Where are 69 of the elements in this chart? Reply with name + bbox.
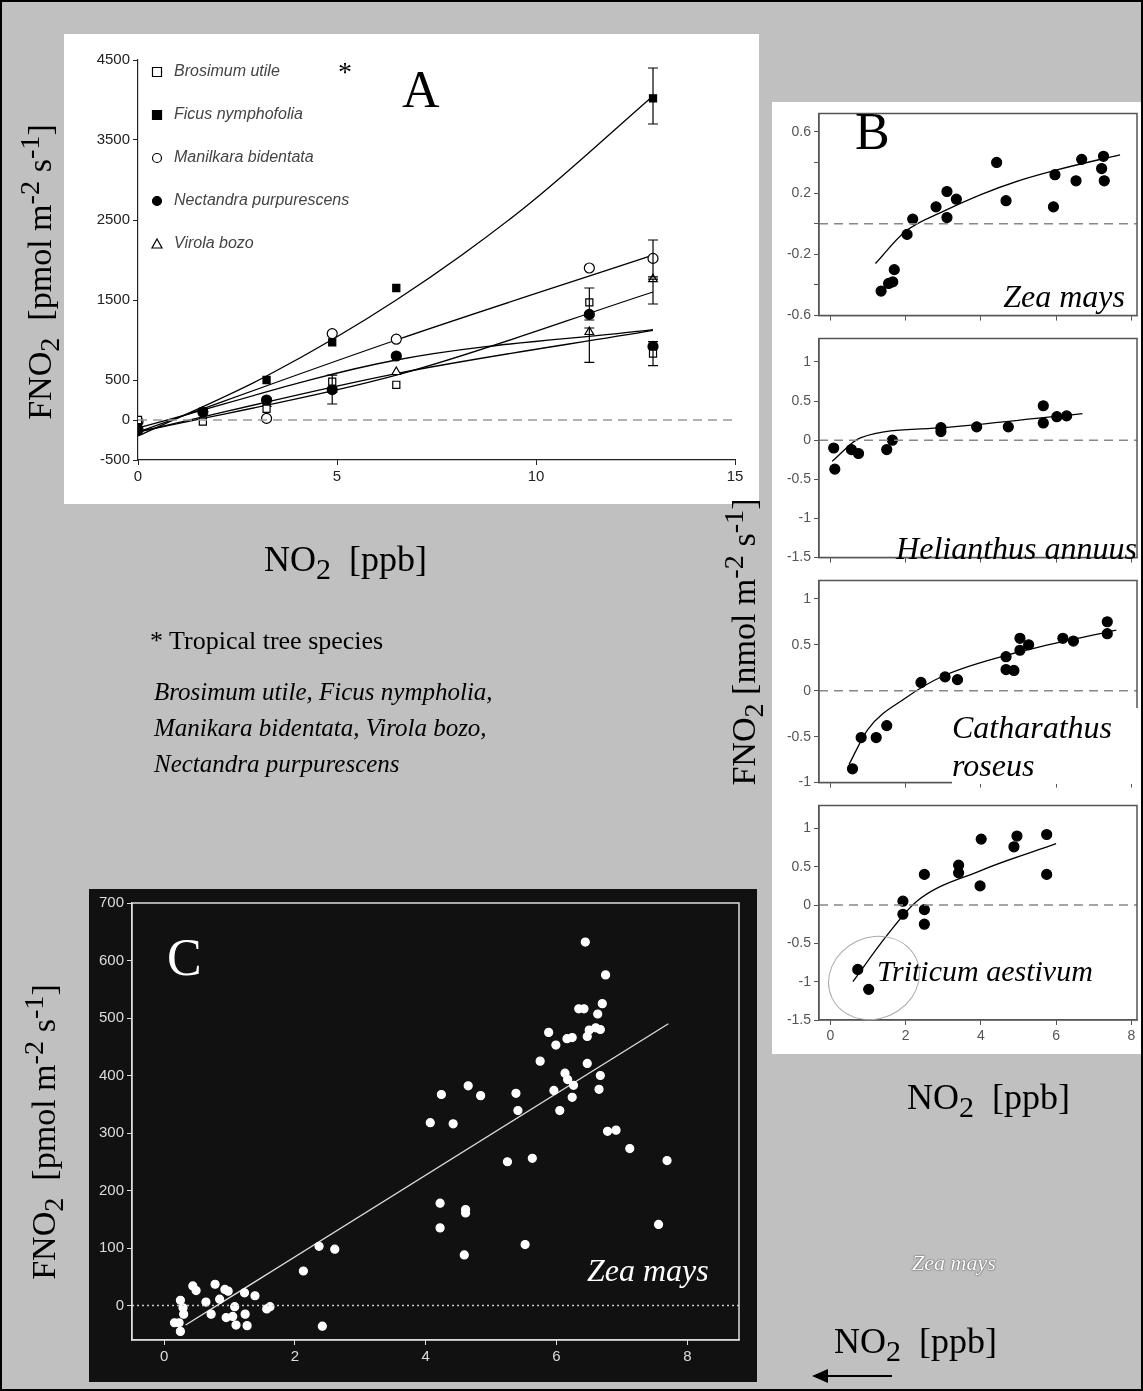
legend-label: Manilkara bidentata (174, 148, 314, 166)
y-tick-label: 0 (121, 410, 130, 428)
x-tick-label: 6 (1052, 1027, 1061, 1044)
x-axis-title: NO$_{2}$ [ppb] (264, 538, 427, 587)
y-tick-label: 200 (98, 1180, 124, 1198)
y-tick-label: 0.5 (791, 635, 812, 652)
x-tick-label: 0 (133, 467, 143, 485)
x-axis-title: NO$_{2}$ [ppb] (834, 1320, 997, 1369)
annotation: * (338, 56, 352, 89)
annotation: Zea mays (587, 1252, 709, 1289)
y-tick-label: -1.5 (786, 548, 812, 565)
x-tick-label: 10 (527, 467, 545, 485)
y-tick-label: 600 (98, 950, 124, 968)
y-tick-label: 300 (98, 1123, 124, 1141)
y-tick-label: 700 (98, 893, 124, 911)
y-tick-label: 1 (803, 589, 812, 606)
x-tick-label: 5 (332, 467, 342, 485)
annotation: Helianthus annuus (896, 530, 1137, 567)
legend-label: Virola bozo (174, 234, 254, 252)
legend-label: Brosimum utile (174, 62, 280, 80)
legend-label: Nectandra purpurescens (174, 191, 350, 209)
x-tick-label: 8 (683, 1347, 692, 1365)
annotation: Catharathus roseus (952, 708, 1142, 784)
y-tick-label: 400 (98, 1065, 124, 1083)
x-tick-label: 2 (290, 1347, 300, 1365)
x-tick-label: 2 (901, 1027, 910, 1044)
y-tick-label: 1500 (96, 290, 130, 308)
y-tick-label: 4500 (96, 50, 130, 68)
y-tick-label: -500 (99, 450, 130, 468)
y-tick-label: 0.2 (791, 183, 812, 200)
y-tick-label: -0.5 (786, 934, 812, 951)
annotation: Zea mays (1003, 278, 1125, 315)
annotation: Triticum aestivum (877, 954, 1093, 989)
x-tick-label: 6 (552, 1347, 561, 1365)
y-tick-label: 0.5 (791, 857, 812, 874)
y-tick-label: 2500 (96, 210, 130, 228)
y-tick-label: 0 (803, 895, 812, 912)
y-tick-label: -0.5 (786, 470, 812, 487)
y-tick-label: 0 (803, 681, 812, 698)
x-tick-label: 15 (726, 467, 744, 485)
y-tick-label: 1 (803, 819, 812, 836)
x-tick-label: 0 (826, 1027, 835, 1044)
x-tick-label: 4 (976, 1027, 985, 1044)
text: * Tropical tree species (150, 626, 384, 656)
y-tick-label: -1 (798, 972, 812, 989)
x-tick-label: 0 (159, 1347, 169, 1365)
y-tick-label: 1 (803, 352, 812, 369)
text: C (167, 929, 202, 986)
y-tick-label: -1.5 (786, 1010, 812, 1027)
y-tick-label: 0 (115, 1295, 124, 1313)
text: Brosimum utile, Ficus nympholia, Manikara bidentata, Virola bozo, Nectandra purpurescens (154, 677, 494, 779)
x-axis-title: NO$_{2}$ [ppb] (907, 1076, 1070, 1125)
y-tick-label: -0.2 (786, 245, 812, 262)
legend-label: Ficus nymphofolia (174, 105, 304, 123)
chart-title: A (402, 61, 440, 118)
y-tick-label: 0.6 (791, 122, 812, 139)
x-tick-label: 8 (1127, 1027, 1136, 1044)
y-tick-label: 0 (803, 431, 812, 448)
y-tick-label: 500 (104, 370, 130, 388)
y-tick-label: -1 (798, 773, 812, 790)
y-tick-label: 3500 (96, 130, 130, 148)
y-tick-label: 0.5 (791, 391, 812, 408)
y-tick-label: -0.6 (786, 306, 812, 323)
y-tick-label: -0.5 (786, 727, 812, 744)
y-tick-label: 500 (98, 1008, 124, 1026)
x-tick-label: 4 (421, 1347, 430, 1365)
y-tick-label: -1 (798, 509, 812, 526)
chart-title: B (855, 103, 890, 160)
y-tick-label: 100 (98, 1238, 124, 1256)
